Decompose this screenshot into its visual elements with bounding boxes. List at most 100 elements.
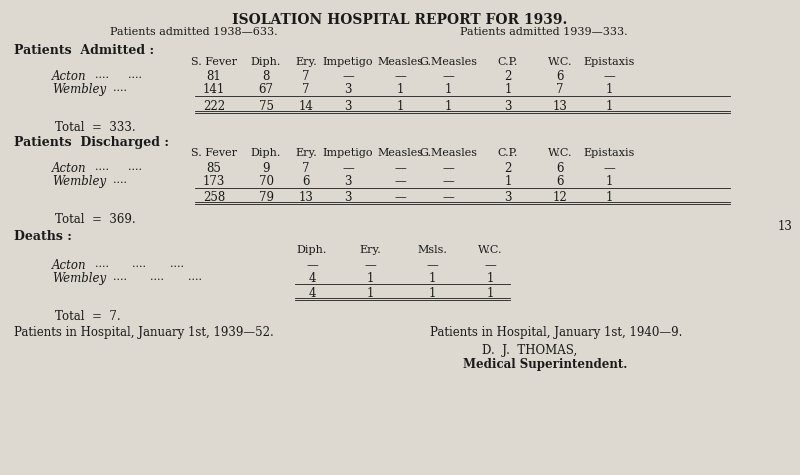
Text: 1: 1 [486, 287, 494, 300]
Text: Ery.: Ery. [295, 57, 317, 67]
Text: Patients in Hospital, January 1st, 1939—52.: Patients in Hospital, January 1st, 1939—… [14, 326, 274, 339]
Text: 141: 141 [203, 83, 225, 96]
Text: 1: 1 [606, 191, 613, 204]
Text: ....: .... [113, 83, 127, 93]
Text: —: — [342, 162, 354, 175]
Text: —: — [394, 175, 406, 188]
Text: ....: .... [150, 272, 164, 282]
Text: Acton: Acton [52, 259, 86, 272]
Text: G.Measles: G.Measles [419, 148, 477, 158]
Text: 3: 3 [504, 191, 512, 204]
Text: 70: 70 [258, 175, 274, 188]
Text: Diph.: Diph. [251, 57, 281, 67]
Text: 3: 3 [344, 175, 352, 188]
Text: Epistaxis: Epistaxis [583, 148, 634, 158]
Text: —: — [364, 259, 376, 272]
Text: 3: 3 [344, 100, 352, 113]
Text: 1: 1 [428, 287, 436, 300]
Text: Medical Superintendent.: Medical Superintendent. [463, 358, 627, 371]
Text: Patients admitted 1939—333.: Patients admitted 1939—333. [460, 27, 628, 37]
Text: 85: 85 [206, 162, 222, 175]
Text: Wembley: Wembley [52, 83, 106, 96]
Text: 1: 1 [504, 83, 512, 96]
Text: 1: 1 [428, 272, 436, 285]
Text: ....: .... [128, 162, 142, 172]
Text: ....: .... [95, 70, 109, 80]
Text: ....: .... [188, 272, 202, 282]
Text: D.  J.  THOMAS,: D. J. THOMAS, [482, 344, 578, 357]
Text: Total  =  7.: Total = 7. [55, 310, 121, 323]
Text: 3: 3 [504, 100, 512, 113]
Text: 3: 3 [344, 191, 352, 204]
Text: 79: 79 [258, 191, 274, 204]
Text: G.Measles: G.Measles [419, 57, 477, 67]
Text: Measles: Measles [377, 148, 423, 158]
Text: 13: 13 [553, 100, 567, 113]
Text: —: — [426, 259, 438, 272]
Text: 2: 2 [504, 162, 512, 175]
Text: 1: 1 [396, 100, 404, 113]
Text: W.C.: W.C. [548, 57, 572, 67]
Text: 1: 1 [606, 175, 613, 188]
Text: ....: .... [95, 162, 109, 172]
Text: 258: 258 [203, 191, 225, 204]
Text: —: — [442, 162, 454, 175]
Text: —: — [442, 191, 454, 204]
Text: 1: 1 [504, 175, 512, 188]
Text: Deaths :: Deaths : [14, 230, 72, 243]
Text: —: — [442, 175, 454, 188]
Text: 14: 14 [298, 100, 314, 113]
Text: ....: .... [95, 259, 109, 269]
Text: Diph.: Diph. [251, 148, 281, 158]
Text: 2: 2 [504, 70, 512, 83]
Text: Diph.: Diph. [297, 245, 327, 255]
Text: —: — [394, 162, 406, 175]
Text: 1: 1 [366, 287, 374, 300]
Text: 8: 8 [262, 70, 270, 83]
Text: 75: 75 [258, 100, 274, 113]
Text: 222: 222 [203, 100, 225, 113]
Text: 81: 81 [206, 70, 222, 83]
Text: 7: 7 [302, 162, 310, 175]
Text: ISOLATION HOSPITAL REPORT FOR 1939.: ISOLATION HOSPITAL REPORT FOR 1939. [232, 13, 568, 27]
Text: 4: 4 [308, 272, 316, 285]
Text: 1: 1 [606, 83, 613, 96]
Text: S. Fever: S. Fever [191, 57, 237, 67]
Text: —: — [484, 259, 496, 272]
Text: 12: 12 [553, 191, 567, 204]
Text: 6: 6 [556, 175, 564, 188]
Text: 6: 6 [556, 70, 564, 83]
Text: ....: .... [132, 259, 146, 269]
Text: C.P.: C.P. [498, 57, 518, 67]
Text: —: — [342, 70, 354, 83]
Text: Measles: Measles [377, 57, 423, 67]
Text: 9: 9 [262, 162, 270, 175]
Text: Patients  Discharged :: Patients Discharged : [14, 136, 169, 149]
Text: Total  =  333.: Total = 333. [55, 121, 136, 134]
Text: 13: 13 [778, 220, 793, 233]
Text: ....: .... [170, 259, 184, 269]
Text: 1: 1 [366, 272, 374, 285]
Text: ....: .... [113, 272, 127, 282]
Text: Total  =  369.: Total = 369. [55, 213, 136, 226]
Text: Wembley: Wembley [52, 272, 106, 285]
Text: 7: 7 [302, 70, 310, 83]
Text: 6: 6 [556, 162, 564, 175]
Text: S. Fever: S. Fever [191, 148, 237, 158]
Text: 1: 1 [486, 272, 494, 285]
Text: Epistaxis: Epistaxis [583, 57, 634, 67]
Text: 3: 3 [344, 83, 352, 96]
Text: 7: 7 [556, 83, 564, 96]
Text: Msls.: Msls. [417, 245, 447, 255]
Text: W.C.: W.C. [478, 245, 502, 255]
Text: Patients  Admitted :: Patients Admitted : [14, 44, 154, 57]
Text: —: — [603, 162, 615, 175]
Text: ....: .... [128, 70, 142, 80]
Text: Wembley: Wembley [52, 175, 106, 188]
Text: 6: 6 [302, 175, 310, 188]
Text: 7: 7 [302, 83, 310, 96]
Text: —: — [306, 259, 318, 272]
Text: 1: 1 [444, 83, 452, 96]
Text: Impetigo: Impetigo [322, 148, 374, 158]
Text: W.C.: W.C. [548, 148, 572, 158]
